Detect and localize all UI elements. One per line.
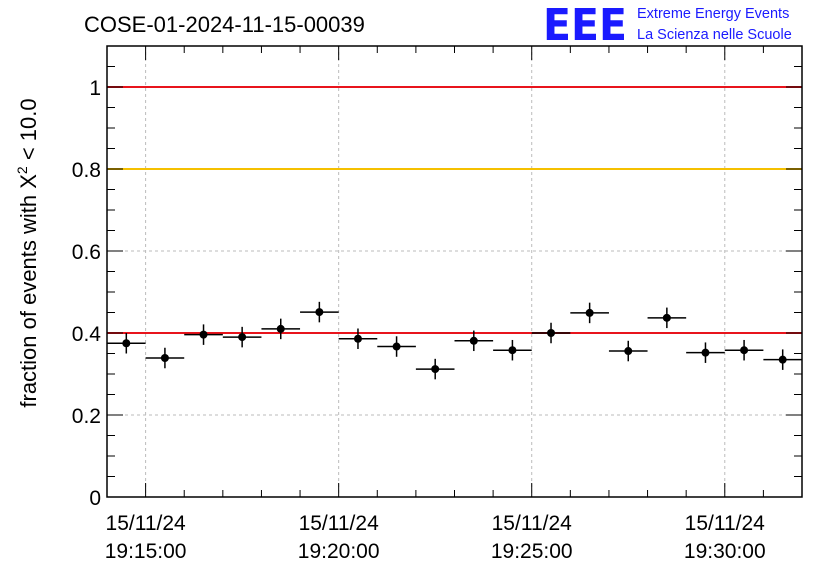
- data-point: [199, 330, 208, 339]
- y-tick-label: 0.8: [72, 159, 101, 182]
- data-point: [547, 329, 556, 337]
- data-point: [585, 308, 594, 317]
- y-tick-label: 1: [89, 77, 101, 100]
- data-point: [353, 334, 362, 343]
- x-tick-label-time: 19:20:00: [298, 540, 380, 563]
- data-point: [160, 354, 169, 363]
- grid-lines: [107, 46, 802, 497]
- data-point: [508, 346, 517, 355]
- data-point: [122, 339, 131, 348]
- data-point: [624, 347, 633, 356]
- y-axis-title-prefix: fraction of events with X: [16, 174, 41, 408]
- data-point: [469, 336, 478, 345]
- y-tick-label: 0.6: [72, 241, 101, 264]
- data-point: [238, 333, 247, 342]
- y-tick-label: 0.4: [72, 323, 102, 346]
- eee-logo: EEE Extreme Energy Events La Scienza nel…: [543, 0, 792, 51]
- data-point: [740, 346, 749, 355]
- y-axis-title-sup: 2: [14, 166, 30, 174]
- data-point: [431, 365, 440, 374]
- x-tick-label-date: 15/11/24: [492, 512, 573, 535]
- x-tick-label-date: 15/11/24: [106, 512, 187, 535]
- logo-letters: EEE: [543, 0, 627, 51]
- y-tick-label: 0: [89, 487, 101, 510]
- x-tick-label-date: 15/11/24: [685, 512, 766, 535]
- x-tick-label-time: 19:15:00: [105, 540, 187, 563]
- chart-title: COSE-01-2024-11-15-00039: [84, 12, 365, 37]
- logo-line-1: Extreme Energy Events: [637, 6, 789, 22]
- x-tick-label-time: 19:30:00: [684, 540, 766, 563]
- y-axis-title: fraction of events with X2 < 10.0: [14, 98, 41, 407]
- reference-lines: [107, 86, 802, 334]
- y-axis-title-suffix: < 10.0: [16, 98, 41, 166]
- data-point: [778, 355, 787, 364]
- x-tick-labels: 15/11/24 19:15:00 15/11/24 19:20:00 15/11/24…: [105, 512, 766, 563]
- y-tick-labels: 0 0.2 0.4 0.6 0.8 1: [72, 77, 102, 510]
- data-point: [662, 313, 671, 322]
- data-point: [701, 348, 710, 357]
- data-point: [315, 308, 324, 317]
- data-point: [392, 342, 401, 351]
- data-point: [276, 324, 285, 333]
- plot-frame: [106, 45, 803, 498]
- logo-line-2: La Scienza nelle Scuole: [637, 27, 792, 43]
- axis-ticks: [106, 45, 803, 498]
- data-points: [107, 301, 802, 380]
- x-tick-label-time: 19:25:00: [491, 540, 573, 563]
- y-tick-label: 0.2: [72, 405, 101, 428]
- x-tick-label-date: 15/11/24: [299, 512, 380, 535]
